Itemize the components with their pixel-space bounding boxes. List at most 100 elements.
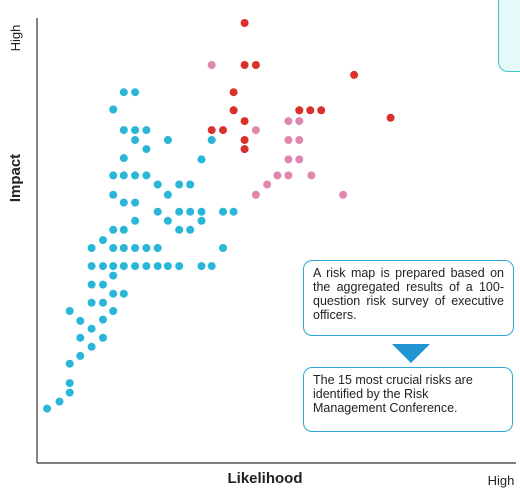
risk-point-low — [65, 307, 74, 315]
risk-point-low — [131, 216, 140, 225]
risk-point-low — [175, 225, 184, 234]
risk-point-low — [109, 307, 118, 315]
risk-point-low — [207, 262, 216, 271]
risk-point-low — [87, 342, 96, 351]
risk-point-low — [186, 225, 195, 234]
risk-point-low — [99, 236, 107, 245]
top-risks-callout: The 15 most crucial risks are identified… — [303, 367, 513, 432]
risk-point-low — [109, 225, 118, 234]
risk-point-low — [163, 216, 172, 225]
risk-point-low — [142, 145, 151, 154]
risk-point-low — [186, 180, 195, 189]
risk-point-low — [65, 379, 74, 388]
risk-point-low — [131, 262, 140, 271]
risk-point-low — [76, 316, 85, 325]
risk-point-top15 — [240, 19, 249, 27]
x-axis-title: Likelihood — [228, 470, 303, 487]
x-axis-high-label: High — [488, 473, 515, 488]
risk-point-low — [109, 244, 118, 252]
risk-point-low — [109, 190, 118, 199]
risk-point-medium — [295, 117, 304, 126]
risk-point-low — [99, 298, 107, 307]
risk-point-low — [131, 198, 140, 207]
y-axis-high-label: High — [8, 25, 23, 52]
info-box — [498, 0, 520, 72]
risk-point-top15 — [240, 117, 249, 126]
risk-point-low — [186, 207, 195, 216]
risk-point-low — [131, 244, 140, 252]
risk-point-medium — [207, 61, 216, 69]
risk-point-low — [99, 333, 107, 342]
risk-point-low — [87, 244, 96, 252]
y-axis-title: Impact — [7, 154, 24, 202]
risk-point-medium — [284, 155, 293, 164]
risk-point-low — [119, 244, 128, 252]
risk-point-low — [76, 333, 85, 342]
risk-point-top15 — [240, 145, 249, 154]
risk-point-medium — [251, 126, 260, 135]
risk-point-top15 — [219, 126, 227, 135]
risk-point-low — [153, 180, 162, 189]
risk-point-low — [119, 88, 128, 97]
risk-point-top15 — [251, 61, 260, 69]
risk-point-medium — [263, 180, 272, 189]
risk-point-low — [99, 280, 107, 289]
risk-point-low — [119, 225, 128, 234]
risk-point-medium — [284, 136, 293, 144]
risk-point-top15 — [229, 106, 238, 115]
risk-point-low — [119, 171, 128, 180]
risk-point-low — [197, 262, 206, 271]
risk-point-low — [153, 244, 162, 252]
risk-point-top15 — [317, 106, 326, 115]
risk-point-medium — [273, 171, 282, 180]
risk-point-low — [175, 207, 184, 216]
risk-point-low — [229, 207, 238, 216]
risk-point-low — [119, 154, 128, 163]
risk-point-top15 — [295, 106, 304, 115]
risk-point-low — [87, 280, 96, 289]
risk-point-low — [142, 244, 151, 252]
risk-point-medium — [251, 190, 260, 199]
risk-point-low — [163, 136, 172, 144]
risk-point-low — [109, 271, 118, 280]
risk-map-callout: A risk map is prepared based on the aggr… — [303, 260, 514, 336]
risk-point-low — [109, 171, 118, 180]
risk-point-low — [76, 351, 85, 360]
risk-point-medium — [295, 155, 304, 164]
risk-point-low — [65, 359, 74, 368]
risk-point-medium — [284, 117, 293, 126]
risk-point-top15 — [350, 70, 359, 79]
risk-point-top15 — [207, 126, 216, 135]
risk-point-low — [142, 171, 151, 180]
risk-point-low — [219, 244, 227, 252]
risk-point-top15 — [240, 136, 249, 144]
risk-point-top15 — [306, 106, 315, 115]
risk-point-low — [142, 262, 151, 271]
risk-point-medium — [295, 136, 304, 144]
top-risks-callout-text: The 15 most crucial risks are identified… — [313, 373, 473, 415]
risk-point-top15 — [229, 88, 238, 97]
risk-point-low — [207, 136, 216, 144]
risk-point-low — [119, 289, 128, 298]
risk-point-top15 — [240, 61, 249, 69]
risk-point-low — [119, 126, 128, 135]
risk-point-low — [153, 262, 162, 271]
risk-point-low — [131, 136, 140, 144]
risk-point-medium — [284, 171, 293, 180]
risk-point-low — [99, 315, 107, 324]
risk-point-low — [219, 207, 227, 216]
risk-point-medium — [339, 190, 348, 199]
risk-point-low — [197, 155, 206, 164]
risk-point-low — [131, 171, 140, 180]
risk-point-low — [197, 207, 206, 216]
risk-point-low — [119, 198, 128, 207]
risk-point-low — [87, 262, 96, 271]
risk-point-low — [175, 262, 184, 271]
risk-point-low — [163, 190, 172, 199]
risk-point-low — [131, 126, 140, 135]
risk-point-low — [109, 105, 118, 114]
risk-point-low — [131, 88, 140, 97]
risk-point-top15 — [386, 113, 395, 122]
risk-point-low — [55, 397, 64, 406]
